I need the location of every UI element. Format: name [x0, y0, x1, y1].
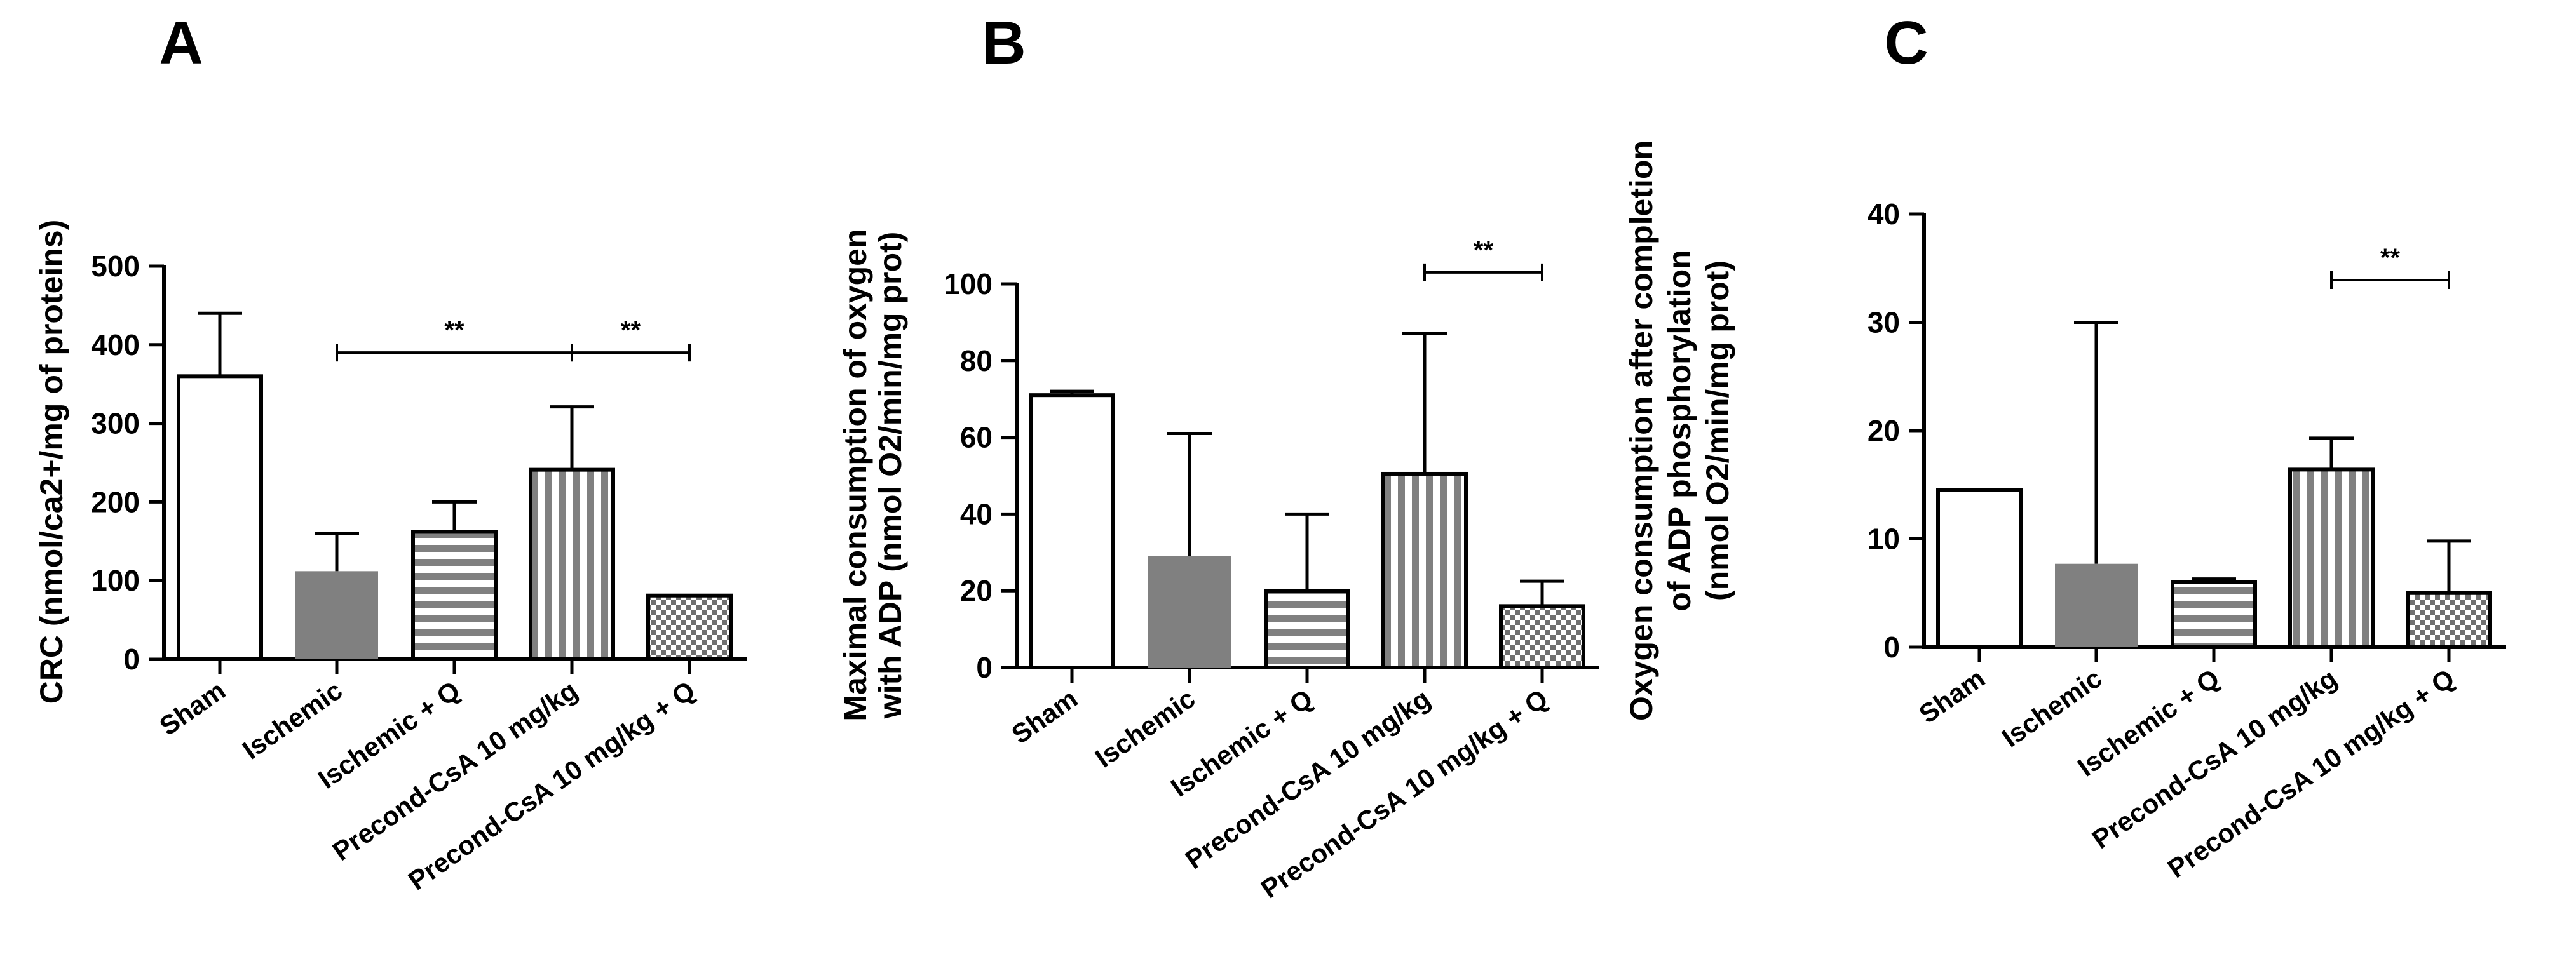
y-tick-label: 0 [1883, 631, 1900, 664]
y-tick-label: 40 [960, 497, 993, 530]
x-tick-label: Sham [154, 675, 231, 741]
y-tick-label: 60 [960, 421, 993, 454]
panel-label: B [982, 9, 1026, 77]
chart-panel-a: A CRC (nmol/ca2+/mg of proteins) 0 100 200 30… [34, 9, 747, 896]
bar-checker [1499, 604, 1585, 669]
bar-checker [2406, 591, 2492, 649]
bar-filled [1148, 556, 1231, 668]
y-tick-label: 0 [976, 651, 993, 684]
significance-label: ** [444, 316, 464, 344]
bar-vstripes [529, 467, 615, 662]
x-tick-label: Ischemic [1090, 683, 1200, 774]
bar-open [1936, 488, 2023, 650]
significance-label: ** [621, 316, 641, 344]
x-tick-label: Ischemic [1996, 663, 2107, 753]
significance-label: ** [2380, 244, 2401, 272]
y-tick-label: 20 [1868, 414, 1900, 447]
bar-checker [646, 593, 733, 661]
bar-hstripes [411, 530, 498, 661]
y-axis-label: Oxygen consumption after completion [1624, 140, 1659, 721]
panel-label: A [159, 9, 203, 77]
bar-hstripes [1264, 589, 1350, 670]
y-tick-label: 100 [944, 267, 993, 300]
y-tick-label: 80 [960, 344, 993, 377]
y-tick-label: 200 [91, 485, 140, 518]
y-axis-label: with ADP (nmol O2/min/mg prot) [872, 232, 908, 720]
significance-label: ** [1474, 236, 1494, 264]
bar-filled [2055, 563, 2138, 647]
y-axis-label: CRC (nmol/ca2+/mg of proteins) [34, 220, 69, 704]
bar-hstripes [2171, 580, 2257, 650]
y-axis-label: (nmol O2/min/mg prot) [1700, 260, 1735, 601]
x-tick-label: Sham [1007, 683, 1083, 749]
y-tick-label: 400 [91, 328, 140, 361]
bar-open [1029, 393, 1115, 669]
y-tick-label: 40 [1868, 198, 1900, 231]
y-tick-label: 500 [91, 250, 140, 283]
panel-label: C [1884, 9, 1928, 77]
y-axis-label: of ADP phosphorylation [1662, 250, 1697, 611]
bar-vstripes [2288, 467, 2375, 649]
chart-panel-b: B Maximal consumption of oxygen with ADP (… [837, 9, 1599, 904]
x-tick-label: Sham [1914, 663, 1991, 729]
bar-filled [295, 571, 378, 659]
bar-vstripes [1381, 471, 1468, 669]
bar-open [177, 374, 263, 661]
y-tick-label: 10 [1868, 523, 1900, 556]
y-tick-label: 30 [1868, 306, 1900, 339]
y-tick-label: 0 [123, 643, 140, 676]
y-tick-label: 300 [91, 407, 140, 440]
y-tick-label: 100 [91, 564, 140, 597]
x-tick-label: Ischemic [237, 675, 348, 765]
y-tick-label: 20 [960, 574, 993, 607]
chart-panel-c: C Oxygen consumption after completion of A… [1624, 9, 2506, 883]
y-axis-label: Maximal consumption of oxygen [837, 229, 873, 721]
